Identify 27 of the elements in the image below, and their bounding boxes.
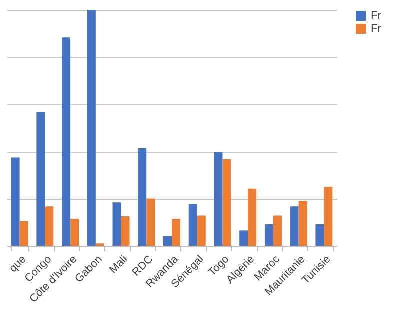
bar (11, 158, 20, 246)
bar (45, 206, 54, 246)
bar (197, 216, 206, 246)
bar (222, 159, 232, 246)
bar (188, 204, 198, 246)
bar (121, 216, 130, 246)
bar (264, 224, 274, 246)
bar (112, 202, 122, 246)
bar (290, 206, 299, 246)
bar (172, 219, 180, 246)
bar (324, 187, 333, 246)
bar (20, 221, 28, 246)
legend-label: Fr (371, 10, 382, 22)
bar (298, 201, 308, 246)
bar (70, 219, 80, 246)
bar (248, 188, 257, 246)
bar (87, 10, 96, 246)
legend-label: Fr (371, 23, 382, 35)
bar (214, 152, 223, 246)
bar (164, 236, 172, 246)
bar (138, 148, 147, 246)
bar (146, 198, 156, 246)
bar (273, 216, 282, 246)
bar (240, 230, 248, 246)
bar (62, 38, 71, 246)
bar (316, 224, 324, 246)
bar (36, 112, 46, 246)
